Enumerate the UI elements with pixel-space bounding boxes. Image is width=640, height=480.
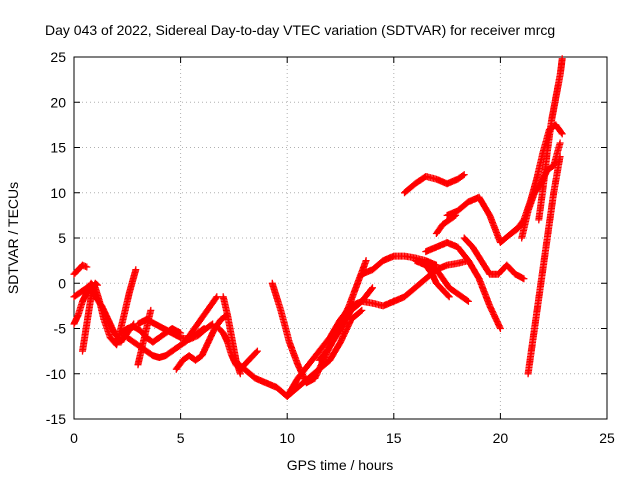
- y-tick-label: -15: [46, 411, 66, 427]
- series-markers: [401, 171, 468, 197]
- series-arc19: [401, 171, 468, 197]
- y-tick-label: -5: [54, 321, 67, 337]
- y-tick-label: 15: [50, 140, 66, 156]
- series-arc29: [535, 55, 566, 224]
- x-tick-label: 0: [70, 430, 78, 446]
- series-markers: [422, 239, 504, 332]
- series-arc22: [422, 239, 504, 332]
- data-points: [70, 55, 566, 400]
- x-tick-label: 20: [493, 430, 509, 446]
- series-arc28: [524, 153, 564, 378]
- series-arc21: [422, 261, 453, 301]
- y-tick-label: 5: [58, 230, 66, 246]
- series-arc3: [70, 261, 91, 278]
- series-arc4: [79, 279, 101, 355]
- x-tick-label: 15: [386, 430, 402, 446]
- series-markers: [432, 211, 460, 237]
- chart-title: Day 043 of 2022, Sidereal Day-to-day VTE…: [45, 22, 555, 38]
- series-markers: [422, 261, 453, 301]
- y-tick-label: -10: [46, 366, 66, 382]
- series-markers: [315, 284, 376, 364]
- series-markers: [524, 153, 564, 378]
- y-axis-label: SDTVAR / TECUs: [5, 182, 21, 294]
- series-markers: [181, 293, 221, 346]
- series-arc16: [315, 284, 376, 364]
- y-tick-label: 10: [50, 185, 66, 201]
- series-markers: [79, 279, 101, 355]
- x-tick-label: 10: [279, 430, 295, 446]
- series-arc10: [181, 293, 221, 346]
- series-arc9: [172, 311, 231, 373]
- series-arc25: [460, 234, 528, 283]
- x-tick-label: 5: [177, 430, 185, 446]
- series-arc23: [432, 211, 460, 237]
- y-tick-label: 25: [50, 49, 66, 65]
- series-markers: [460, 234, 528, 283]
- axis-ticks: 0 5 10 15 20 25 -15 -10 -5 0 5 10 15 20 25: [46, 49, 615, 446]
- series-markers: [535, 55, 566, 224]
- x-axis-label: GPS time / hours: [287, 457, 394, 473]
- x-tick-label: 25: [599, 430, 615, 446]
- series-markers: [70, 261, 91, 278]
- series-markers: [172, 311, 231, 373]
- y-tick-label: 0: [58, 275, 66, 291]
- y-tick-label: 20: [50, 94, 66, 110]
